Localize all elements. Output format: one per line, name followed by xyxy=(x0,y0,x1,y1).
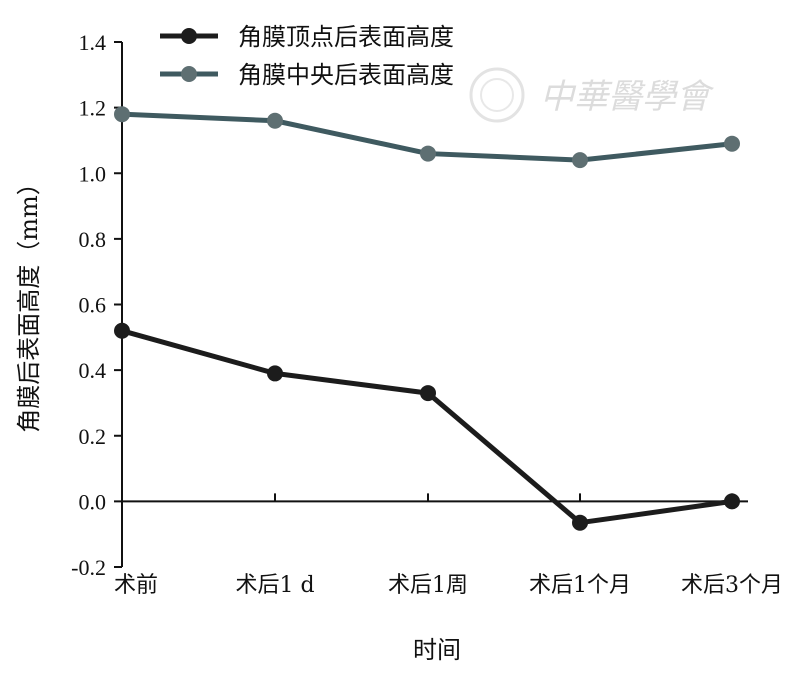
data-point xyxy=(267,365,283,382)
x-axis: 术前 术后1 d 术后1周 术后1个月 术后3个月 xyxy=(114,493,783,598)
data-point xyxy=(572,514,588,531)
x-tick-label: 术后3个月 xyxy=(681,573,783,598)
data-point xyxy=(114,106,130,123)
y-tick-label: 0.8 xyxy=(79,227,107,252)
x-axis-title: 时间 xyxy=(413,636,461,664)
legend-label: 角膜顶点后表面高度 xyxy=(238,23,454,51)
y-tick-label: 1.2 xyxy=(79,96,107,121)
legend-swatch-marker xyxy=(181,66,197,82)
watermark-text: 中華醫學會 xyxy=(540,77,715,117)
y-tick-label: 0.6 xyxy=(79,293,107,318)
x-tick-label: 术后1周 xyxy=(388,573,468,598)
data-point xyxy=(114,322,130,339)
y-tick-label: 0.4 xyxy=(79,358,107,383)
series-layer xyxy=(114,106,740,531)
data-point xyxy=(724,493,740,510)
data-point xyxy=(420,145,436,162)
y-tick-label: 0.2 xyxy=(79,424,107,449)
y-tick-label: 0.0 xyxy=(79,489,107,514)
x-tick-label: 术前 xyxy=(114,573,158,598)
y-tick-label: -0.2 xyxy=(71,555,106,580)
y-axis-title: 角膜后表面高度（mm） xyxy=(15,171,43,433)
data-point xyxy=(572,152,588,169)
legend-label: 角膜中央后表面高度 xyxy=(238,61,454,89)
x-tick-label: 术后1 d xyxy=(235,573,314,598)
watermark-logo: 中華醫學會 xyxy=(469,67,715,123)
legend-swatch-marker xyxy=(181,28,197,44)
data-point xyxy=(724,135,740,152)
data-point xyxy=(267,112,283,129)
y-axis: -0.2 0.0 0.2 0.4 0.6 0.8 1.0 1.2 1.4 xyxy=(71,30,123,580)
y-tick-label: 1.0 xyxy=(79,161,107,186)
data-point xyxy=(420,385,436,402)
x-tick-label: 术后1个月 xyxy=(529,573,631,598)
y-tick-label: 1.4 xyxy=(79,30,107,55)
